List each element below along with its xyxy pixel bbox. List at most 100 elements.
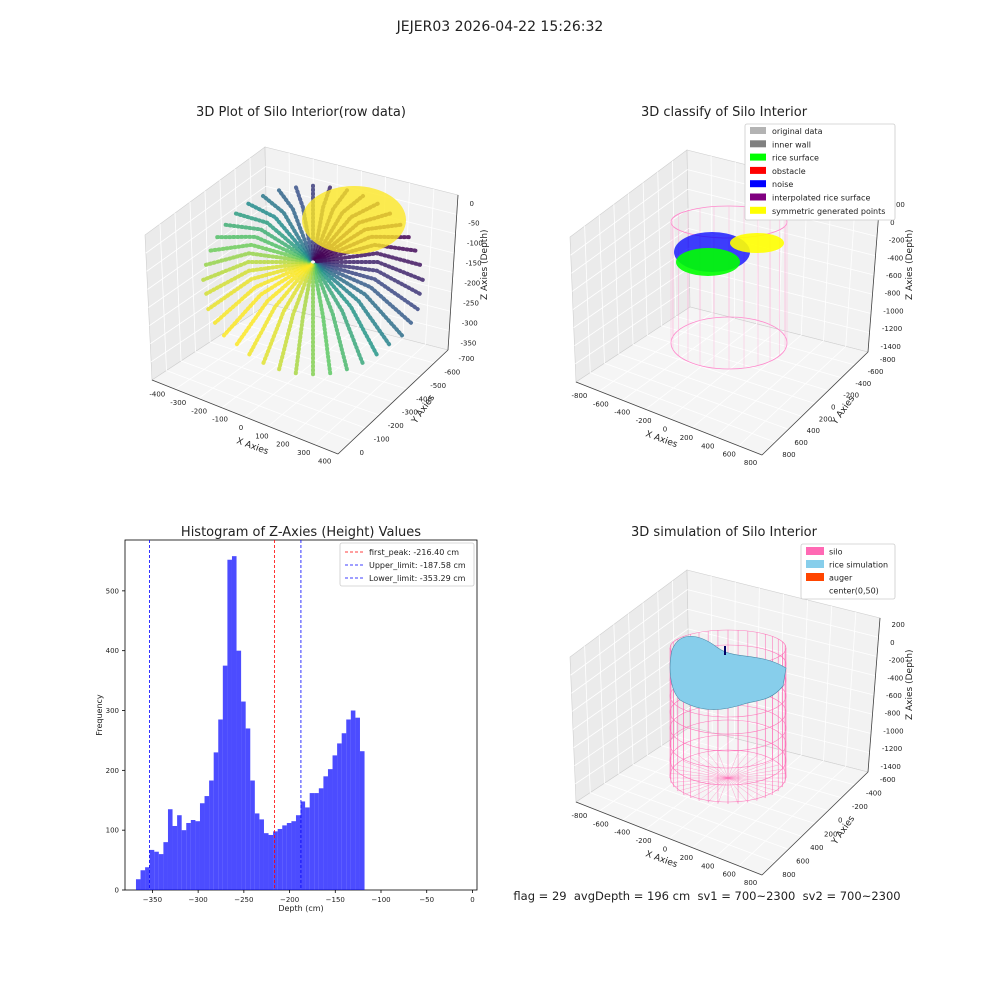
y-tick-label: 500 — [106, 587, 119, 595]
histogram-bar — [277, 828, 283, 890]
simulation-legend-label: center(0,50) — [829, 587, 879, 596]
classify-legend-label: inner wall — [772, 140, 811, 149]
classify-3d-plot: 3D classify of Silo Interior -800 -600 -40… — [569, 105, 915, 467]
silo-floor-spoke — [683, 761, 729, 779]
x-tick-label: 600 — [722, 871, 735, 879]
raw-axis-ticks: -400 -300 -200 -100 0 100 200 300 400 0 -100 -200 -3… — [149, 200, 482, 466]
histogram-bar — [305, 807, 310, 890]
raw-scan-arc — [261, 194, 314, 261]
raw-scan-arc — [312, 263, 349, 372]
z-tick-label: 200 — [892, 621, 905, 629]
z-tick-label: -250 — [463, 299, 479, 307]
histogram-bar — [346, 719, 351, 890]
histogram-legend: first_peak: -216.40 cm Upper_limit: -187.… — [339, 542, 475, 587]
silo-floor-spoke — [708, 753, 729, 779]
silo-floor-spoke — [690, 757, 729, 779]
x-tick-label: 300 — [297, 449, 310, 457]
raw-scan-arc — [233, 262, 312, 349]
histogram-bar — [167, 809, 173, 890]
raw-scan-arc — [213, 261, 312, 325]
raw-scan-arc — [315, 260, 425, 282]
simulation-axis-ticks: -800-600-400-200020040060080080060040020… — [571, 621, 904, 887]
histogram-y-axis-label: Frequency — [95, 694, 104, 736]
floor-grid-line — [738, 766, 847, 867]
z-axis-line — [447, 194, 459, 351]
wall-grid-line — [642, 182, 648, 336]
histogram-bar — [350, 710, 356, 890]
raw-scan-arc — [206, 242, 311, 263]
classify-legend-swatch — [750, 206, 766, 214]
x-tick-label: -800 — [571, 392, 587, 400]
silo-floor-spoke — [690, 777, 729, 799]
z-tick-label: 0 — [470, 200, 474, 208]
y-tick-label: 600 — [794, 439, 807, 447]
y-tick-label: 0 — [831, 404, 835, 412]
simulation-x-axis-label: X Axies — [644, 849, 679, 870]
rice-surface-cluster — [676, 248, 740, 276]
classify-legend-swatch — [750, 166, 766, 174]
x-tick-label: 0 — [470, 896, 474, 904]
histogram-bars — [135, 556, 365, 890]
floor-grid-line — [647, 754, 829, 812]
floor-grid-line — [715, 340, 824, 438]
histogram-bar — [186, 822, 191, 890]
wall-grid-line — [688, 208, 876, 257]
histogram-bar — [199, 803, 205, 890]
histogram-bar — [300, 801, 306, 890]
y-tick-label: -700 — [459, 355, 475, 363]
simulation-legend-label: rice simulation — [829, 561, 888, 570]
histogram-bar — [245, 728, 251, 890]
silo-floor-spoke — [717, 752, 729, 779]
x-tick-label: −200 — [280, 896, 299, 904]
y-tick-label: 200 — [819, 415, 832, 423]
x-tick-label: −350 — [143, 896, 162, 904]
x-tick-label: -600 — [593, 820, 609, 828]
silo-floor-spoke — [727, 752, 739, 779]
histogram-legend-box — [339, 542, 475, 587]
x-tick-label: 200 — [680, 854, 693, 862]
silo-floor-spoke — [670, 777, 729, 783]
y-axis-line — [761, 771, 869, 876]
classify-legend-swatch — [750, 180, 766, 188]
x-tick-label: 0 — [239, 424, 243, 432]
silo-floor-spoke — [677, 764, 729, 779]
x-axis-line — [151, 379, 339, 455]
x-tick-label: -400 — [614, 409, 630, 417]
z-tick-label: -600 — [886, 272, 902, 280]
y-tick-label: -400 — [416, 395, 432, 403]
raw-scan-arc — [246, 201, 313, 262]
classify-x-axis-label: X Axies — [644, 429, 679, 450]
raw-scan-arc — [312, 263, 365, 366]
y-tick-label: -600 — [444, 369, 460, 377]
raw-scan-arc — [315, 251, 424, 268]
wall-grid-line — [145, 166, 266, 254]
x-tick-label: 600 — [722, 451, 735, 459]
y-tick-label: 200 — [106, 767, 119, 775]
raw-top-cluster — [302, 186, 406, 254]
floor-grid-line — [668, 329, 780, 419]
x-tick-label: −250 — [234, 896, 253, 904]
histogram-bar — [158, 854, 164, 890]
x-tick-label: -800 — [571, 812, 587, 820]
raw-scan-arc — [246, 262, 313, 359]
floor-grid-line — [267, 332, 381, 427]
histogram-axis-ticks: −350 −300 −250 −200 −150 −100 −50 0 0 100 200 300 40… — [106, 587, 475, 904]
z-tick-label: -200 — [889, 237, 905, 245]
simulation-legend-swatch — [806, 573, 824, 581]
simulation-z-axis-label: Z Axies (Depth) — [905, 649, 915, 720]
raw-scan-arc — [315, 261, 420, 312]
histogram-bar — [355, 717, 360, 890]
raw-scan-arc — [261, 263, 314, 366]
histogram-bar — [323, 776, 328, 890]
classify-legend-label: noise — [772, 180, 793, 189]
classify-legend-swatch — [750, 140, 766, 148]
silo-floor-spoke — [717, 777, 729, 804]
histogram-bar — [359, 751, 365, 890]
histogram-bar — [263, 833, 269, 890]
z-tick-label: -800 — [885, 710, 901, 718]
classify-legend-swatch — [750, 193, 766, 201]
z-tick-label: -1000 — [883, 307, 903, 315]
x-tick-label: -200 — [636, 417, 652, 425]
histogram-bar — [341, 733, 347, 890]
wall-grid-line — [687, 589, 879, 638]
